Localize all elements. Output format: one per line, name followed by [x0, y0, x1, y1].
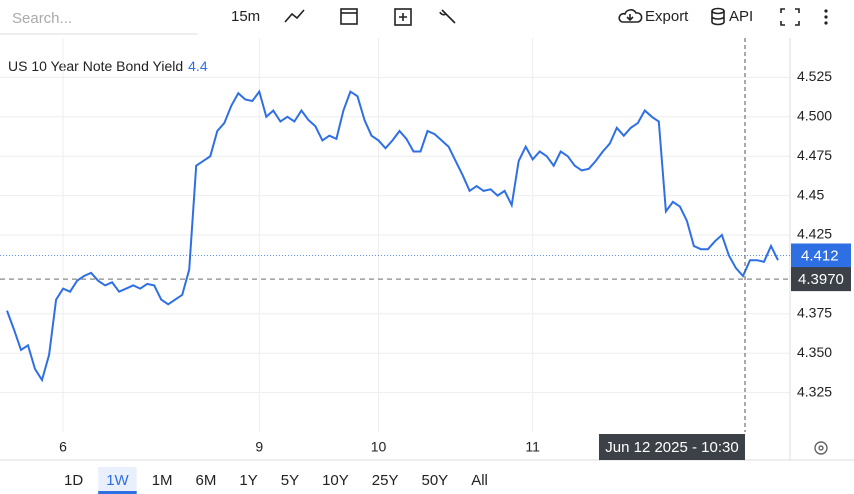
- y-tick-label: 4.525: [797, 68, 832, 84]
- title-value: 4.4: [188, 58, 208, 74]
- api-icon[interactable]: [711, 7, 725, 15]
- range-button[interactable]: 10Y: [322, 472, 349, 489]
- crosshair-date-label: Jun 12 2025 - 10:30: [605, 439, 738, 456]
- y-tick-label: 4.375: [797, 305, 832, 321]
- y-tick-label: 4.45: [797, 186, 824, 202]
- y-tick-label: 4.500: [797, 108, 832, 124]
- y-tick-label: 4.325: [797, 383, 832, 399]
- range-button[interactable]: 6M: [196, 472, 217, 489]
- add-icon[interactable]: [394, 8, 412, 26]
- range-button[interactable]: All: [471, 472, 488, 489]
- tools-icon[interactable]: [439, 9, 456, 24]
- title-text: US 10 Year Note Bond Yield: [8, 58, 183, 74]
- api-icon-body: [711, 11, 725, 26]
- x-tick-label: 10: [371, 439, 387, 455]
- y-tick-label: 4.475: [797, 147, 832, 163]
- x-tick-label: 9: [255, 439, 263, 455]
- chart-title: US 10 Year Note Bond Yield 4.4: [8, 58, 208, 74]
- search-placeholder[interactable]: Search...: [12, 10, 72, 27]
- range-button[interactable]: 25Y: [372, 472, 399, 489]
- export-icon[interactable]: [618, 9, 643, 23]
- x-tick-label: 6: [59, 439, 67, 455]
- series-line: [6, 89, 779, 383]
- fullscreen-icon[interactable]: [780, 8, 800, 26]
- search-box[interactable]: [0, 0, 200, 36]
- y-tick-label: 4.350: [797, 344, 832, 360]
- settings-icon[interactable]: [814, 441, 828, 455]
- api-button[interactable]: API: [729, 8, 753, 25]
- menu-icon[interactable]: [824, 9, 828, 25]
- x-tick-label: 11: [525, 439, 540, 455]
- crosshair-date-box: [599, 434, 745, 460]
- last-price-label: 4.412: [801, 247, 839, 264]
- calendar-icon[interactable]: [340, 8, 358, 25]
- range-active-bg: [98, 467, 137, 494]
- range-button[interactable]: 5Y: [281, 472, 299, 489]
- y-tick-label: 4.425: [797, 226, 832, 242]
- range-button[interactable]: 1D: [64, 472, 83, 489]
- range-button[interactable]: 1Y: [239, 472, 257, 489]
- chart-type-icon[interactable]: [284, 9, 305, 23]
- last-price-box: [791, 243, 851, 268]
- crosshair-value-box: [791, 267, 851, 292]
- interval-button[interactable]: 15m: [231, 8, 260, 25]
- add-plus: [399, 13, 407, 21]
- range-button[interactable]: 1W: [106, 472, 129, 489]
- crosshair-value-label: 4.3970: [798, 271, 844, 288]
- export-button[interactable]: Export: [645, 8, 689, 25]
- range-button[interactable]: 50Y: [422, 472, 449, 489]
- range-button[interactable]: 1M: [152, 472, 173, 489]
